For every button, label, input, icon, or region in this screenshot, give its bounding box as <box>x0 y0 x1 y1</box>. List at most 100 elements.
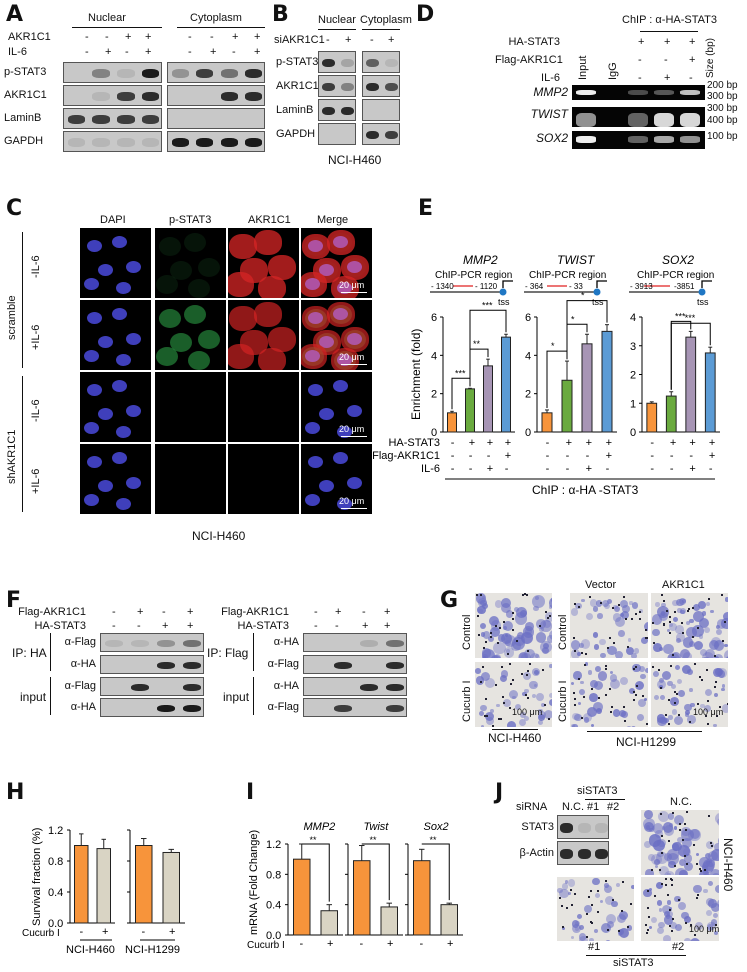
g-micrograph <box>475 662 552 727</box>
j-footer-label: siSTAT3 <box>613 957 654 969</box>
e-ytick-label: 0 <box>525 427 531 439</box>
a-blot-cytoplasm <box>167 85 265 106</box>
a-sign: + <box>145 46 152 58</box>
cucurb-sign: - <box>79 926 83 938</box>
d-size-marker: 300 bp <box>707 103 738 114</box>
e-sign: + <box>487 437 493 449</box>
e-gene-title: SOX2 <box>662 253 694 267</box>
f-sign: - <box>335 620 339 632</box>
band <box>340 58 355 68</box>
a-sign: + <box>254 31 261 43</box>
d-sign: + <box>664 72 671 84</box>
band <box>182 683 202 692</box>
b-blot-nuclear <box>318 123 356 145</box>
d-gene-label: MMP2 <box>533 85 568 99</box>
e-sign: + <box>505 437 511 449</box>
e-sign: - <box>546 450 550 462</box>
b-blot-label: LaminB <box>276 104 314 116</box>
j-scale-bar: 100 μm <box>689 924 720 934</box>
g-cell-line: NCI-H460 <box>488 731 542 745</box>
e-sign: - <box>487 450 491 462</box>
g-row-label: Control <box>557 614 569 650</box>
band <box>182 704 202 713</box>
e-sign: - <box>546 437 550 449</box>
e-sign: + <box>606 450 612 462</box>
d-size-header: Size (bp) <box>705 37 716 78</box>
e-sign: - <box>451 463 455 475</box>
e-tss-dot <box>499 288 507 296</box>
d-sign: + <box>689 54 696 66</box>
significance-bracket <box>301 843 330 902</box>
d-lane-igg: IgG <box>607 62 619 80</box>
c-group-bracket <box>22 232 23 368</box>
band <box>156 639 176 648</box>
c-scale-line <box>341 292 367 293</box>
f-blot-label: α-HA <box>70 658 96 670</box>
panel-label-i: I <box>246 780 255 805</box>
band <box>92 69 110 78</box>
c-micrograph <box>155 372 226 442</box>
d-chip-header: ChIP : α-HA-STAT3 <box>622 14 717 26</box>
j-lane-label: #2 <box>607 801 620 813</box>
e-bar <box>483 365 493 433</box>
e-bar <box>561 379 573 433</box>
a-blot-label: GAPDH <box>4 135 44 147</box>
a-blot-cytoplasm <box>167 131 265 152</box>
cucurb-sign: + <box>447 938 453 950</box>
c-group-bracket <box>22 376 23 512</box>
c-micrograph <box>155 444 226 514</box>
g-column-header: AKR1C1 <box>662 579 705 591</box>
band <box>67 138 86 147</box>
f-blot-label: α-HA <box>273 636 299 648</box>
j-micrograph <box>641 877 719 941</box>
e-bar <box>501 336 511 433</box>
c-micrograph <box>301 300 372 370</box>
g-row-label: Cucurb I <box>557 680 569 722</box>
e-coord: -3851 <box>674 282 695 291</box>
e-sign: - <box>650 450 654 462</box>
c-micrograph <box>301 228 372 298</box>
a-blot-label: p-STAT3 <box>4 66 47 78</box>
band <box>359 639 379 648</box>
e-sign: - <box>586 450 590 462</box>
f-sign: - <box>112 620 116 632</box>
cucurb-sign: - <box>300 938 304 950</box>
e-footer-label: ChIP : α-HA -STAT3 <box>532 483 639 497</box>
d-sign: - <box>638 54 642 66</box>
c-row-label: -IL-6 <box>30 399 42 422</box>
b-blot-label: AKR1C1 <box>276 80 319 92</box>
band <box>171 138 189 147</box>
c-column-header: AKR1C1 <box>248 214 291 226</box>
e-bar <box>704 352 716 433</box>
e-coord: - 3913 <box>630 282 653 291</box>
band <box>365 58 380 68</box>
g-scale-bar: 100 μm <box>693 707 724 717</box>
band <box>340 106 355 116</box>
c-row-label: -IL-6 <box>30 255 42 278</box>
band <box>384 82 399 92</box>
j-blot-label: STAT3 <box>521 821 554 833</box>
c-micrograph <box>301 444 372 514</box>
band <box>560 823 574 833</box>
gel-band <box>628 113 648 127</box>
c-row-label: +IL-6 <box>30 324 42 350</box>
f-sign: - <box>162 606 166 618</box>
e-sign: + <box>586 437 592 449</box>
bar <box>413 860 431 936</box>
j-sirna-label: siRNA <box>516 801 548 813</box>
band <box>117 69 135 78</box>
b-sign: - <box>370 34 374 46</box>
j-lane-label: N.C. <box>562 801 584 813</box>
f-bracket <box>50 677 51 715</box>
j-lane-label: #1 <box>587 801 600 813</box>
f-sign: + <box>384 620 391 632</box>
e-tss-label: tss <box>498 297 510 307</box>
f-bracket <box>253 633 254 671</box>
band <box>321 82 336 92</box>
e-gene-title: TWIST <box>557 253 596 267</box>
e-sign: + <box>709 437 715 449</box>
c-micrograph <box>228 228 299 298</box>
band <box>245 138 263 147</box>
e-ytick-label: 3 <box>630 341 636 353</box>
